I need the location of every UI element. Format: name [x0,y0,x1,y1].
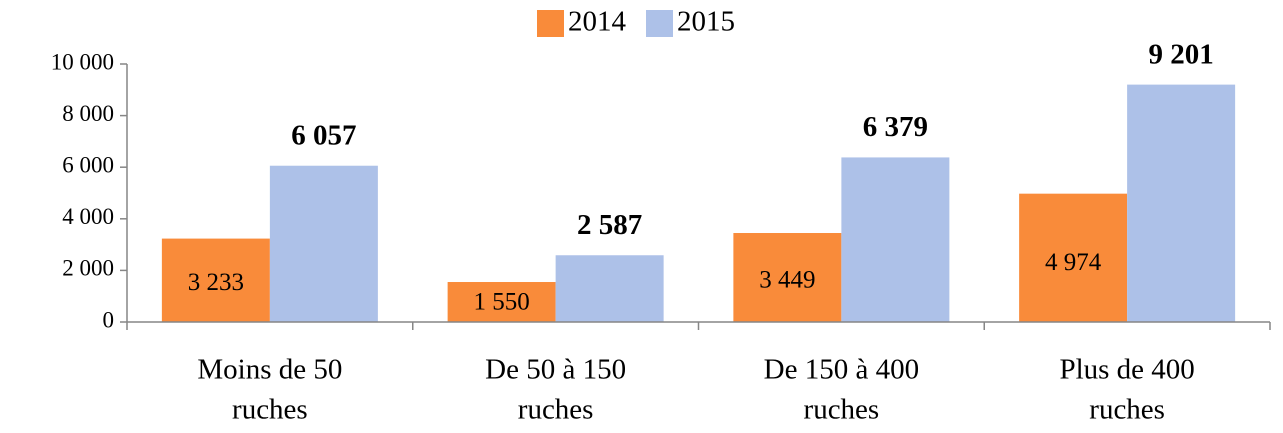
value-label: 9 201 [1149,38,1214,70]
value-label: 4 974 [1045,249,1102,276]
x-tick-label: ruches [804,394,880,426]
bar [841,157,950,322]
x-tick-label: Moins de 50 [197,354,342,386]
bar [1127,84,1236,322]
legend-swatch [537,10,564,37]
value-label: 2 587 [577,209,642,241]
value-label: 6 379 [863,111,928,143]
bar [1019,193,1128,322]
x-tick-label: ruches [1089,394,1165,426]
bar [733,233,842,322]
bar [161,238,270,322]
y-tick-label: 0 [103,307,115,332]
value-label: 3 449 [759,267,815,294]
bar [447,282,556,322]
legend-swatch [646,10,673,37]
value-label: 3 233 [188,269,244,296]
x-tick-label: De 50 à 150 [485,354,626,386]
x-tick-label: ruches [518,394,594,426]
value-label: 6 057 [291,119,356,151]
legend-label: 2014 [568,6,627,38]
y-tick-label: 10 000 [51,49,114,74]
bar [555,255,664,322]
y-tick-label: 6 000 [62,152,114,177]
x-tick-label: Plus de 400 [1059,354,1194,386]
y-tick-label: 4 000 [62,204,114,229]
x-tick-label: De 150 à 400 [764,354,919,386]
bar [269,165,378,322]
y-tick-label: 8 000 [62,101,114,126]
legend-label: 2015 [677,6,735,38]
value-label: 1 550 [474,289,530,316]
x-tick-label: ruches [232,394,308,426]
y-tick-label: 2 000 [62,256,114,281]
